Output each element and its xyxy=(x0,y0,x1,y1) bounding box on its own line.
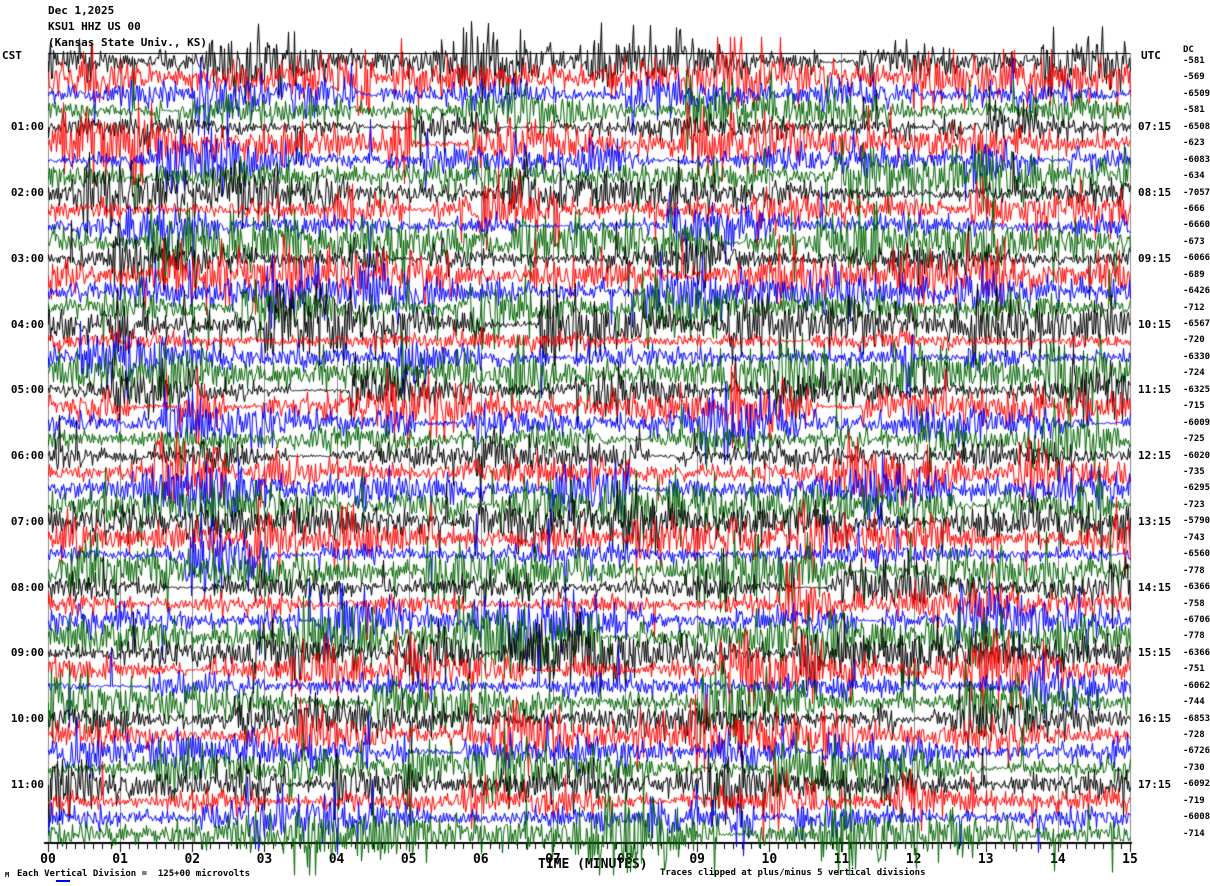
helicorder-page: { "header": { "date": "Dec 1,2025", "sta… xyxy=(0,0,1210,886)
seismogram-traces-canvas xyxy=(0,0,1210,886)
